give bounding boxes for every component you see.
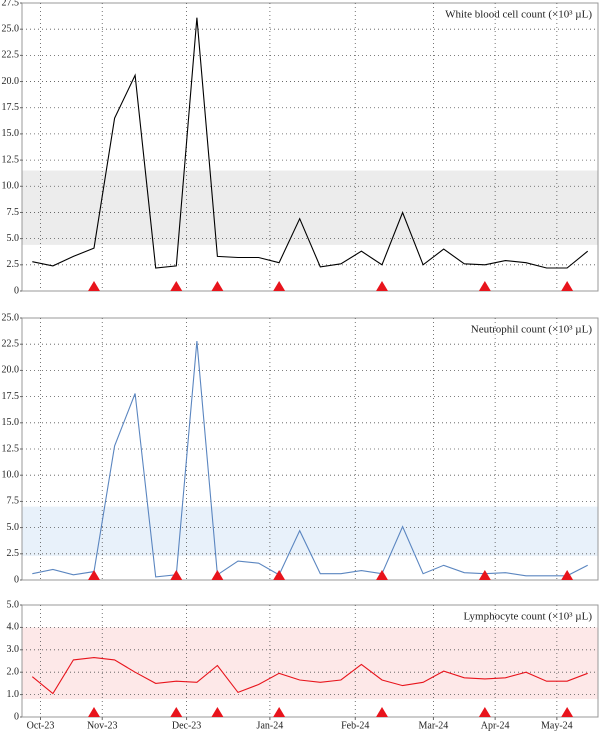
y-tick-label: 25.0: [2, 23, 20, 34]
reference-band: [22, 506, 598, 556]
y-tick-label: 0: [14, 285, 19, 296]
y-tick-label: 20.0: [2, 76, 20, 87]
event-marker: [211, 707, 224, 717]
event-marker: [88, 281, 100, 291]
event-marker: [211, 281, 224, 291]
y-tick-label: 17.5: [2, 102, 20, 113]
y-tick-label: 3.0: [7, 644, 20, 655]
y-tick-label: 2.0: [7, 666, 20, 677]
event-marker: [478, 570, 491, 580]
panel-title: Neutrophil count (×10³ µL): [471, 324, 593, 336]
y-tick-label: 2.5: [7, 259, 20, 270]
x-tick-label: Feb-24: [341, 720, 369, 731]
event-marker: [88, 570, 100, 580]
panel-title: White blood cell count (×10³ µL): [445, 9, 592, 21]
y-tick-label: 1.0: [7, 689, 20, 700]
event-marker: [561, 570, 574, 580]
reference-band: [22, 170, 598, 245]
event-marker: [273, 707, 286, 717]
y-tick-label: 12.5: [2, 154, 20, 165]
x-tick-label: Oct-23: [27, 720, 55, 731]
event-marker: [478, 281, 491, 291]
event-marker: [561, 707, 574, 717]
y-tick-label: 20.0: [2, 365, 20, 376]
y-tick-label: 5.0: [7, 233, 20, 244]
data-line: [32, 341, 588, 578]
y-tick-label: 15.0: [2, 128, 20, 139]
event-marker: [376, 707, 388, 717]
x-tick-label: May-24: [541, 720, 573, 731]
event-marker: [273, 281, 286, 291]
y-tick-label: 27.5: [2, 0, 20, 8]
y-tick-label: 2.5: [7, 548, 20, 559]
panel-title: Lymphocyte count (×10³ µL): [463, 611, 592, 623]
event-marker: [88, 707, 100, 717]
y-tick-label: 0: [14, 574, 19, 585]
x-tick-label: Nov-23: [87, 720, 118, 731]
y-tick-label: 10.0: [2, 469, 20, 480]
x-tick-label: Apr-24: [481, 720, 510, 731]
event-marker: [211, 570, 224, 580]
x-tick-label: Mar-24: [419, 720, 449, 731]
event-marker: [376, 570, 388, 580]
y-tick-label: 10.0: [2, 181, 20, 192]
x-tick-label: Dec-23: [172, 720, 201, 731]
reference-band: [22, 627, 598, 700]
y-tick-label: 0: [14, 711, 19, 722]
y-tick-label: 4.0: [7, 622, 20, 633]
event-marker: [376, 281, 388, 291]
frame: [21, 604, 599, 718]
y-tick-label: 12.5: [2, 443, 20, 454]
event-marker: [170, 570, 183, 580]
frame: [21, 2, 599, 292]
y-tick-label: 5.0: [7, 599, 20, 610]
y-tick-label: 15.0: [2, 417, 20, 428]
event-marker: [273, 570, 286, 580]
y-tick-label: 5.0: [7, 522, 20, 533]
y-tick-label: 22.5: [2, 50, 20, 61]
event-marker: [170, 707, 183, 717]
y-tick-label: 17.5: [2, 391, 20, 402]
data-line: [32, 17, 589, 269]
y-tick-label: 7.5: [7, 207, 20, 218]
x-tick-label: Jan-24: [257, 720, 284, 731]
data-line: [31, 657, 588, 695]
event-marker: [170, 281, 183, 291]
y-tick-label: 25.0: [2, 312, 20, 323]
event-marker: [561, 281, 574, 291]
event-marker: [478, 707, 491, 717]
y-tick-label: 22.5: [2, 338, 20, 349]
y-tick-label: 7.5: [7, 496, 20, 507]
